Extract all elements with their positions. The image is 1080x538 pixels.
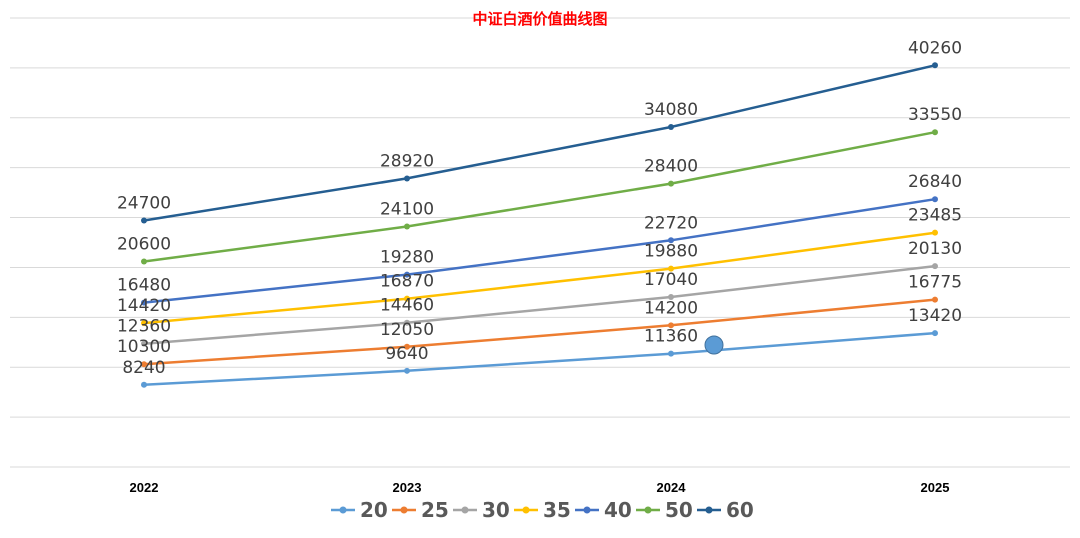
x-tick-label: 2025 (921, 480, 950, 495)
legend-item-50[interactable]: 50 (636, 498, 693, 522)
series-line-40 (143, 197, 936, 304)
data-point (932, 229, 938, 236)
legend-marker-icon (705, 506, 713, 514)
legend-label: 20 (360, 498, 388, 522)
data-point (141, 258, 147, 265)
data-point (932, 62, 938, 69)
legend-label: 35 (543, 498, 571, 522)
chart-title: 中证白酒价值曲线图 (472, 10, 607, 28)
data-label: 24700 (117, 194, 171, 214)
series-line-60 (143, 64, 936, 222)
data-label: 33550 (908, 105, 962, 125)
data-label: 14420 (117, 296, 171, 316)
data-label: 9640 (385, 344, 428, 364)
legend-label: 40 (604, 498, 632, 522)
data-point (404, 319, 410, 326)
data-label: 40260 (908, 38, 962, 58)
data-label: 16480 (117, 276, 171, 296)
legend-label: 30 (482, 498, 510, 522)
data-point (141, 340, 147, 347)
data-point (404, 295, 410, 302)
legend-item-40[interactable]: 40 (575, 498, 632, 522)
legend-marker-icon (522, 506, 530, 514)
data-point (668, 123, 674, 130)
data-point (668, 322, 674, 329)
data-label: 11360 (644, 327, 698, 347)
series-line-30 (143, 264, 936, 345)
legend-label: 25 (421, 498, 449, 522)
data-label: 28400 (644, 157, 698, 177)
data-label: 28920 (380, 151, 434, 171)
data-label: 19280 (380, 248, 434, 268)
data-label: 12050 (380, 320, 434, 340)
x-tick-label: 2024 (657, 480, 687, 495)
highlight-marker (704, 335, 724, 355)
data-label: 14200 (644, 298, 698, 318)
data-point (404, 343, 410, 350)
data-label: 19880 (644, 242, 698, 262)
legend-item-35[interactable]: 35 (514, 498, 571, 522)
data-point (404, 367, 410, 374)
data-point (932, 129, 938, 136)
data-point (141, 361, 147, 368)
series-line-35 (143, 231, 936, 325)
data-point (668, 293, 674, 300)
series-line-20 (143, 331, 936, 387)
data-label: 8240 (122, 358, 165, 378)
data-label: 16775 (908, 273, 962, 293)
data-label: 26840 (908, 172, 962, 192)
data-label: 20600 (117, 234, 171, 254)
data-label: 22720 (644, 213, 698, 233)
data-point (141, 299, 147, 306)
legend-marker-icon (583, 506, 591, 514)
data-label: 24100 (380, 200, 434, 220)
legend-marker-icon (400, 506, 408, 514)
legend-label: 60 (726, 498, 754, 522)
legend-item-20[interactable]: 20 (331, 498, 388, 522)
data-point (668, 237, 674, 244)
series-line-25 (143, 298, 936, 366)
data-label: 34080 (644, 100, 698, 120)
data-point (932, 296, 938, 303)
data-label: 12360 (117, 317, 171, 337)
x-tick-label: 2023 (393, 480, 422, 495)
legend-marker-icon (461, 506, 469, 514)
data-point (932, 330, 938, 337)
data-point (141, 320, 147, 327)
data-point (141, 217, 147, 224)
legend-item-25[interactable]: 25 (392, 498, 449, 522)
series-line-50 (143, 130, 936, 263)
legend-label: 50 (665, 498, 693, 522)
data-label: 16870 (380, 272, 434, 292)
data-point (668, 350, 674, 357)
data-point (404, 175, 410, 182)
data-point (141, 381, 147, 388)
data-label: 23485 (908, 206, 962, 226)
data-label: 13420 (908, 306, 962, 326)
data-point (404, 271, 410, 278)
data-point (668, 180, 674, 187)
legend-item-30[interactable]: 30 (453, 498, 510, 522)
data-point (932, 263, 938, 270)
data-point (668, 265, 674, 272)
data-point (404, 223, 410, 230)
legend-marker-icon (339, 506, 347, 514)
legend-marker-icon (644, 506, 652, 514)
data-label: 17040 (644, 270, 698, 290)
x-tick-label: 2022 (130, 480, 159, 495)
data-label: 10300 (117, 337, 171, 357)
legend-item-60[interactable]: 60 (697, 498, 754, 522)
data-point (932, 196, 938, 203)
data-label: 20130 (908, 239, 962, 259)
data-label: 14460 (380, 296, 434, 316)
